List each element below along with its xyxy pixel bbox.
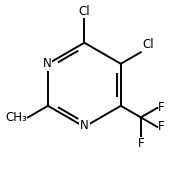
Text: N: N — [43, 57, 51, 70]
Text: F: F — [158, 101, 165, 114]
Text: Cl: Cl — [142, 38, 153, 51]
Text: Cl: Cl — [79, 4, 90, 17]
Text: F: F — [158, 120, 165, 133]
Text: CH₃: CH₃ — [5, 111, 27, 124]
Text: N: N — [80, 119, 89, 132]
Text: F: F — [137, 137, 144, 150]
